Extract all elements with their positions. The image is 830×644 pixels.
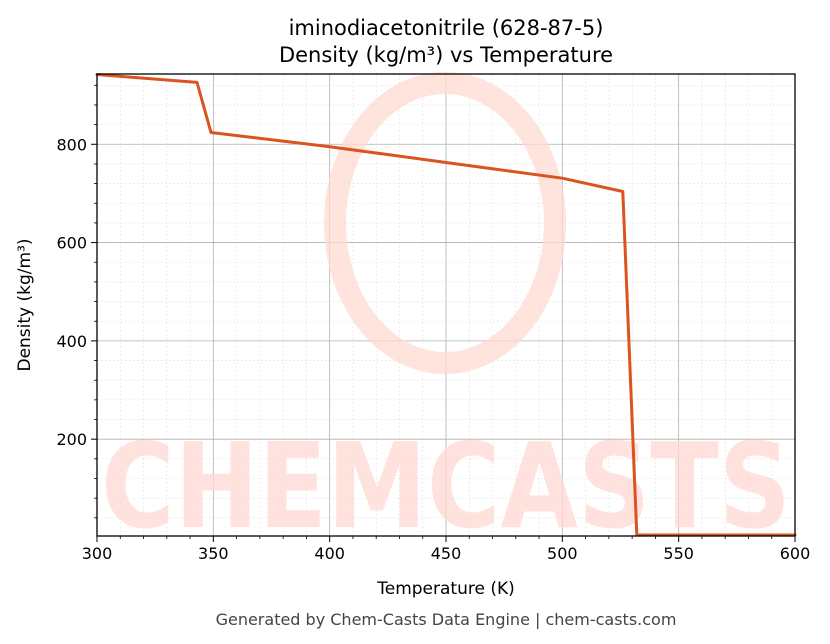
y-axis-ticks: 200 400 600 800 (56, 84, 97, 519)
x-axis-ticks: 300 350 400 450 500 550 600 (82, 536, 811, 563)
x-tick-label: 500 (547, 544, 578, 563)
chart-subtitle: Density (kg/m³) vs Temperature (279, 43, 613, 67)
watermark-text: CHEMCASTS (101, 417, 791, 555)
chart-title: iminodiacetonitrile (628-87-5) (289, 16, 604, 40)
x-tick-label: 450 (431, 544, 462, 563)
x-tick-label: 350 (198, 544, 229, 563)
major-grid (97, 74, 795, 536)
y-tick-label: 400 (56, 332, 87, 351)
y-tick-label: 800 (56, 135, 87, 154)
y-tick-label: 200 (56, 430, 87, 449)
y-axis-label: Density (kg/m³) (15, 238, 35, 371)
x-tick-label: 600 (780, 544, 811, 563)
y-tick-label: 600 (56, 234, 87, 253)
density-series-line (95, 73, 797, 537)
watermark-logo-ring (324, 72, 566, 374)
footer-credit: Generated by Chem-Casts Data Engine | ch… (216, 610, 677, 629)
x-axis-label: Temperature (K) (376, 579, 515, 599)
plot-area: CHEMCASTS (95, 72, 797, 555)
x-tick-label: 400 (314, 544, 345, 563)
watermark: CHEMCASTS (101, 72, 791, 555)
series-group (95, 73, 797, 537)
x-tick-label: 550 (663, 544, 694, 563)
x-tick-label: 300 (82, 544, 113, 563)
